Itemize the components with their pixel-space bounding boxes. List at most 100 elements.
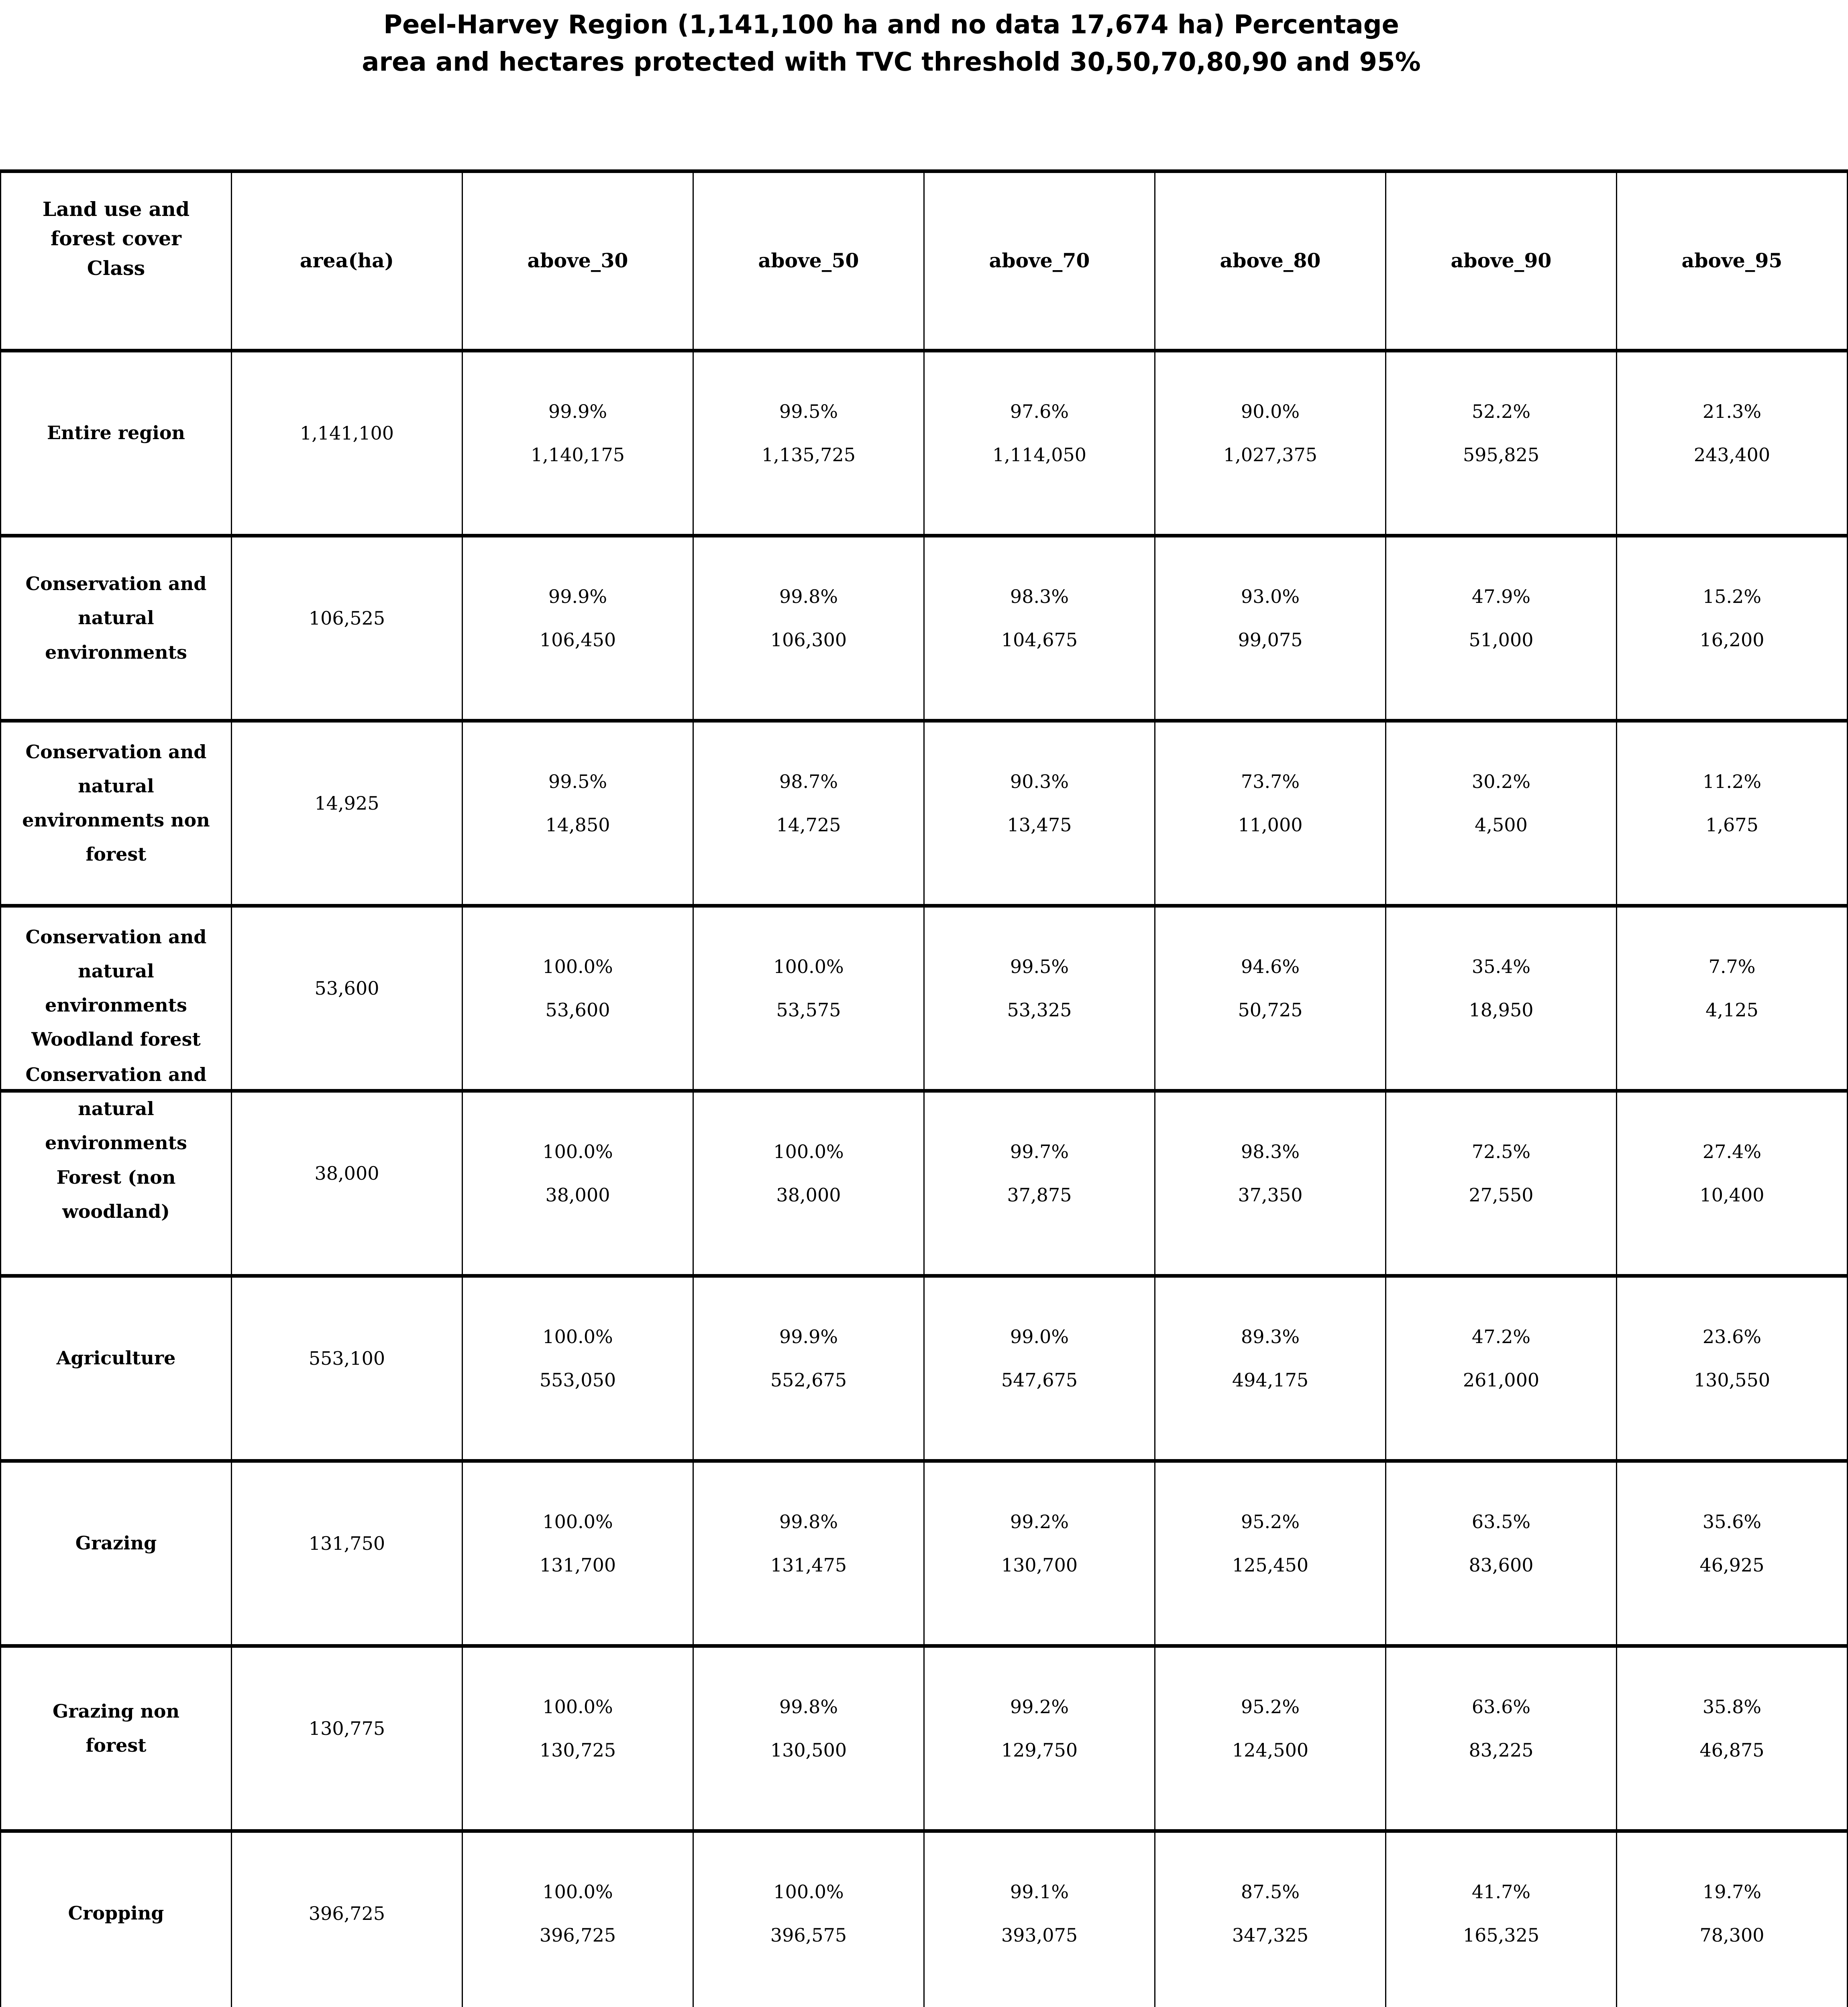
table-row: Conservation and natural environments Fo…: [0, 1064, 1848, 1276]
value-cell: 94.6% 50,725: [1154, 904, 1386, 1091]
value-cell: 100.0% 38,000: [693, 1089, 925, 1276]
hectares-value: 125,450: [1232, 1554, 1309, 1576]
area-cell: 53,600: [231, 904, 463, 1091]
value-cell: 100.0% 38,000: [462, 1089, 694, 1276]
percent-value: 19.7%: [1702, 1881, 1762, 1903]
value-cell: 99.9% 552,675: [693, 1274, 925, 1461]
percent-value: 99.0%: [1010, 1326, 1069, 1347]
hectares-value: 99,075: [1238, 629, 1303, 651]
value-cell: 98.7% 14,725: [693, 719, 925, 906]
percent-value: 99.2%: [1010, 1511, 1069, 1533]
table-body: Entire region 1,141,100 99.9% 1,140,175 99.5…: [0, 349, 1848, 2007]
percent-value: 99.1%: [1010, 1881, 1069, 1903]
percent-value: 21.3%: [1702, 401, 1762, 422]
hectares-value: 37,350: [1238, 1184, 1303, 1206]
area-cell: 38,000: [231, 1089, 463, 1276]
hectares-value: 396,725: [539, 1924, 616, 1946]
percent-value: 90.0%: [1241, 401, 1300, 422]
value-cell: 99.1% 393,075: [923, 1829, 1155, 2007]
value-cell: 100.0% 396,725: [462, 1829, 694, 2007]
hectares-value: 13,475: [1007, 814, 1072, 836]
percent-value: 35.4%: [1471, 956, 1531, 977]
hectares-value: 16,200: [1699, 629, 1764, 651]
value-cell: 99.8% 131,475: [693, 1459, 925, 1646]
hectares-value: 494,175: [1232, 1369, 1309, 1391]
percent-value: 98.3%: [1010, 586, 1069, 607]
hectares-value: 46,875: [1699, 1739, 1764, 1761]
value-cell: 27.4% 10,400: [1616, 1089, 1848, 1276]
row-label: Grazing non forest: [0, 1644, 232, 1831]
hectares-value: 53,325: [1007, 999, 1072, 1021]
hectares-value: 1,140,175: [530, 444, 625, 466]
value-cell: 98.3% 37,350: [1154, 1089, 1386, 1276]
value-cell: 99.2% 129,750: [923, 1644, 1155, 1831]
row-label: Agriculture: [0, 1274, 232, 1461]
column-header: above_50: [693, 169, 925, 351]
percent-value: 23.6%: [1702, 1326, 1762, 1347]
value-cell: 89.3% 494,175: [1154, 1274, 1386, 1461]
hectares-value: 27,550: [1469, 1184, 1534, 1206]
value-cell: 35.6% 46,925: [1616, 1459, 1848, 1646]
hectares-value: 547,675: [1001, 1369, 1078, 1391]
percent-value: 41.7%: [1471, 1881, 1531, 1903]
hectares-value: 130,700: [1001, 1554, 1078, 1576]
percent-value: 100.0%: [542, 1881, 613, 1903]
percent-value: 30.2%: [1471, 771, 1531, 792]
hectares-value: 14,725: [776, 814, 841, 836]
percent-value: 100.0%: [542, 1326, 613, 1347]
percent-value: 63.6%: [1471, 1696, 1531, 1718]
percent-value: 47.2%: [1471, 1326, 1531, 1347]
value-cell: 93.0% 99,075: [1154, 534, 1386, 721]
percent-value: 15.2%: [1702, 586, 1762, 607]
hectares-value: 10,400: [1699, 1184, 1764, 1206]
hectares-value: 83,225: [1469, 1739, 1534, 1761]
hectares-value: 131,475: [770, 1554, 847, 1576]
table-row: Conservation and natural environments no…: [0, 719, 1848, 906]
hectares-value: 50,725: [1238, 999, 1303, 1021]
percent-value: 89.3%: [1241, 1326, 1300, 1347]
hectares-value: 53,575: [776, 999, 841, 1021]
hectares-value: 1,675: [1705, 814, 1758, 836]
area-cell: 130,775: [231, 1644, 463, 1831]
value-cell: 30.2% 4,500: [1385, 719, 1617, 906]
hectares-value: 243,400: [1693, 444, 1771, 466]
percent-value: 94.6%: [1241, 956, 1300, 977]
percent-value: 99.9%: [779, 1326, 838, 1347]
value-cell: 100.0% 130,725: [462, 1644, 694, 1831]
percent-value: 72.5%: [1471, 1141, 1531, 1162]
value-cell: 99.0% 547,675: [923, 1274, 1155, 1461]
value-cell: 100.0% 553,050: [462, 1274, 694, 1461]
area-cell: 106,525: [231, 534, 463, 721]
hectares-value: 38,000: [545, 1184, 610, 1206]
value-cell: 100.0% 396,575: [693, 1829, 925, 2007]
table-header: Land use and forest cover Class area(ha) a…: [0, 169, 1848, 351]
hectares-value: 104,675: [1001, 629, 1078, 651]
value-cell: 73.7% 11,000: [1154, 719, 1386, 906]
percent-value: 100.0%: [773, 1881, 844, 1903]
percent-value: 35.6%: [1702, 1511, 1762, 1533]
hectares-value: 1,135,725: [761, 444, 856, 466]
page-title: Peel-Harvey Region (1,141,100 ha and no …: [362, 10, 1421, 77]
column-header: area(ha): [231, 169, 463, 351]
percent-value: 52.2%: [1471, 401, 1531, 422]
table-row: Grazing 131,750 100.0% 131,700 99.8% 131,475 9…: [0, 1459, 1848, 1646]
value-cell: 63.6% 83,225: [1385, 1644, 1617, 1831]
percent-value: 95.2%: [1241, 1696, 1300, 1718]
percent-value: 100.0%: [542, 1141, 613, 1162]
value-cell: 100.0% 53,575: [693, 904, 925, 1091]
percent-value: 99.2%: [1010, 1696, 1069, 1718]
value-cell: 99.9% 106,450: [462, 534, 694, 721]
value-cell: 63.5% 83,600: [1385, 1459, 1617, 1646]
percent-value: 99.5%: [779, 401, 838, 422]
value-cell: 97.6% 1,114,050: [923, 349, 1155, 536]
row-label: Cropping: [0, 1829, 232, 2007]
table-row: Conservation and natural environments 106…: [0, 534, 1848, 721]
percent-value: 99.5%: [1010, 956, 1069, 977]
value-cell: 99.5% 14,850: [462, 719, 694, 906]
area-cell: 131,750: [231, 1459, 463, 1646]
hectares-value: 396,575: [770, 1924, 847, 1946]
value-cell: 99.9% 1,140,175: [462, 349, 694, 536]
hectares-value: 393,075: [1001, 1924, 1078, 1946]
hectares-value: 53,600: [545, 999, 610, 1021]
value-cell: 87.5% 347,325: [1154, 1829, 1386, 2007]
